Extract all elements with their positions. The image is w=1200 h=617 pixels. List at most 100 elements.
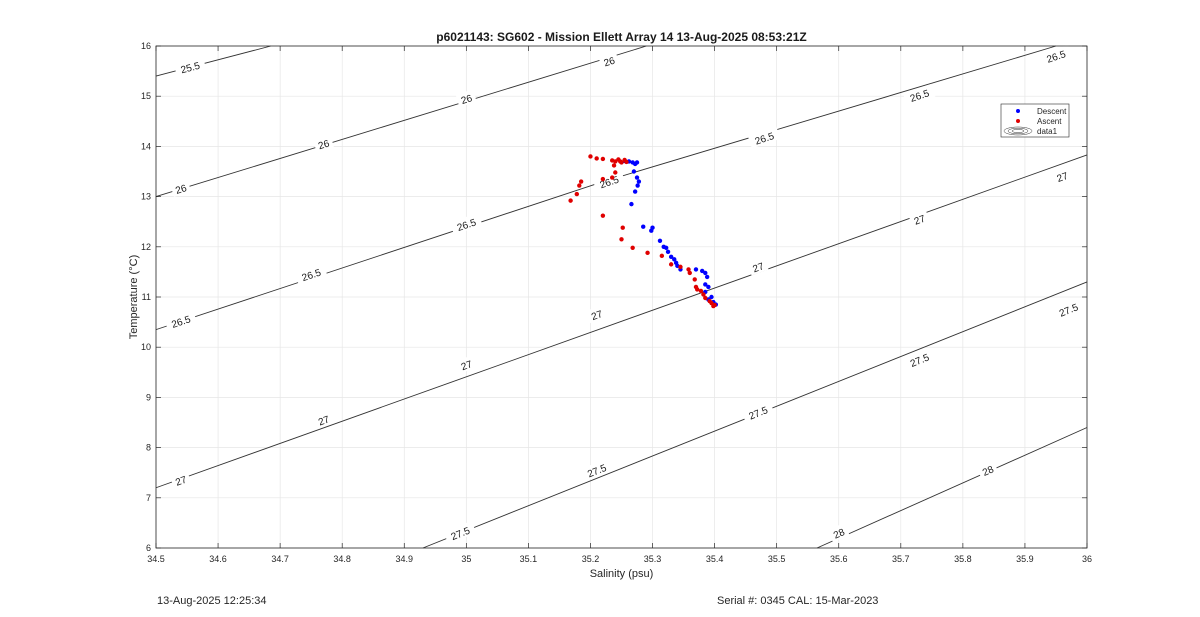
descent-point bbox=[657, 238, 663, 243]
contour-label-group: 26 bbox=[455, 89, 477, 108]
contour-label-group: 27 bbox=[908, 209, 930, 228]
contour-line bbox=[155, 45, 647, 198]
y-tick-label: 9 bbox=[146, 392, 151, 402]
x-tick-label: 35.8 bbox=[954, 554, 972, 564]
descent-point bbox=[641, 224, 646, 229]
y-tick-label: 14 bbox=[141, 141, 151, 151]
ascent-point bbox=[695, 287, 700, 292]
contour-label: 27 bbox=[1056, 171, 1071, 185]
descent-point bbox=[704, 274, 710, 280]
descent-point bbox=[693, 267, 699, 272]
contour-label-bg bbox=[747, 126, 781, 149]
ascent-point bbox=[600, 176, 606, 182]
contour-label-bg bbox=[170, 179, 192, 197]
contour-label-bg bbox=[908, 209, 930, 228]
contour-label-bg bbox=[902, 83, 936, 106]
descent-point bbox=[649, 228, 654, 233]
contour-label-group: 28 bbox=[827, 522, 850, 543]
x-tick-label: 35.4 bbox=[706, 554, 724, 564]
contour-label-bg bbox=[741, 400, 775, 424]
legend-label: Ascent bbox=[1037, 117, 1062, 126]
contour-line bbox=[816, 427, 1088, 549]
x-tick-label: 35.9 bbox=[1016, 554, 1034, 564]
contour-label-bg bbox=[164, 309, 197, 332]
contour-label-bg bbox=[592, 170, 626, 192]
contour-label-group: 27 bbox=[169, 470, 192, 489]
ascent-point bbox=[703, 295, 708, 301]
contour-label-group: 28 bbox=[976, 460, 999, 480]
contour-label-bg bbox=[598, 51, 620, 70]
ascent-point bbox=[692, 277, 697, 282]
y-tick-label: 13 bbox=[141, 192, 151, 202]
contour-label-group: 25.5 bbox=[173, 56, 207, 77]
ascent-point bbox=[686, 267, 691, 272]
ascent-point bbox=[588, 154, 593, 159]
ascent-point bbox=[600, 156, 606, 162]
contour-label: 27 bbox=[460, 359, 475, 373]
ascent-point bbox=[630, 245, 635, 251]
contour-label-bg bbox=[585, 304, 608, 324]
contour-label: 28 bbox=[832, 527, 847, 542]
ascent-point bbox=[594, 156, 599, 161]
contour-label-bg bbox=[747, 257, 769, 276]
x-tick-label: 34.7 bbox=[271, 554, 289, 564]
contour-label-bg bbox=[1039, 44, 1073, 67]
chart-title: p6021143: SG602 - Mission Ellett Array 1… bbox=[436, 30, 806, 44]
contour-label: 26 bbox=[317, 138, 331, 152]
ascent-point bbox=[611, 163, 617, 168]
y-tick-label: 11 bbox=[142, 292, 151, 302]
contour-label-bg bbox=[312, 410, 335, 429]
contour-line bbox=[155, 154, 1088, 489]
contour-label: 25.5 bbox=[180, 61, 202, 77]
contour-label-bg bbox=[976, 460, 999, 480]
descent-point bbox=[634, 160, 640, 165]
contour-label: 27 bbox=[751, 261, 766, 275]
descent-point bbox=[668, 254, 674, 260]
descent-point bbox=[629, 201, 634, 207]
ascent-point bbox=[574, 191, 580, 197]
contour-label: 26 bbox=[603, 55, 617, 69]
contour-label-bg bbox=[580, 458, 613, 482]
x-tick-label: 34.5 bbox=[147, 554, 165, 564]
x-tick-label: 35.6 bbox=[830, 554, 848, 564]
contour-label-group: 27 bbox=[747, 257, 769, 276]
ascent-point bbox=[698, 288, 704, 294]
footer-datetime: 13-Aug-2025 12:25:34 bbox=[157, 595, 267, 607]
ascent-point bbox=[678, 264, 683, 270]
y-axis-ticks: 6 7 8 9 10 11 12 13 14 15 16 bbox=[141, 41, 1087, 553]
ascent-point bbox=[578, 179, 584, 184]
ascent-point bbox=[568, 198, 573, 203]
ascent-point bbox=[624, 159, 629, 165]
ascent-point bbox=[659, 253, 665, 259]
contour-label: 27 bbox=[317, 414, 332, 428]
x-tick-label: 35 bbox=[461, 554, 471, 564]
legend-label: data1 bbox=[1037, 127, 1058, 136]
x-tick-label: 35.2 bbox=[582, 554, 600, 564]
y-tick-label: 15 bbox=[141, 91, 151, 101]
descent-point bbox=[631, 169, 637, 174]
contour-line bbox=[615, 45, 1057, 179]
descent-point bbox=[703, 282, 708, 287]
x-tick-label: 35.1 bbox=[520, 554, 538, 564]
descent-point bbox=[634, 175, 640, 180]
contour-label: 27 bbox=[913, 213, 928, 227]
ascent-point bbox=[613, 170, 618, 175]
ascent-point bbox=[668, 262, 674, 267]
descent-point bbox=[709, 294, 714, 300]
contour-label: 27 bbox=[590, 309, 605, 323]
contour-label-bg bbox=[455, 355, 477, 374]
descent-point bbox=[635, 183, 640, 188]
contour-label-group: 27 bbox=[455, 355, 477, 374]
x-tick-label: 34.8 bbox=[333, 554, 351, 564]
ascent-point bbox=[620, 225, 625, 230]
contour-label: 27 bbox=[174, 474, 189, 488]
y-tick-label: 8 bbox=[146, 443, 151, 453]
contour-label-bg bbox=[1051, 166, 1073, 186]
y-tick-label: 10 bbox=[141, 342, 151, 352]
footer-serial-cal: Serial #: 0345 CAL: 15-Mar-2023 bbox=[717, 595, 879, 607]
contour-label-bg bbox=[443, 520, 477, 545]
x-tick-label: 35.3 bbox=[644, 554, 662, 564]
contour-label-group: 27 bbox=[1051, 166, 1073, 186]
ascent-point bbox=[701, 292, 706, 297]
